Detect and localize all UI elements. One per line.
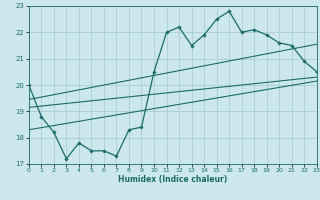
X-axis label: Humidex (Indice chaleur): Humidex (Indice chaleur) [118, 175, 228, 184]
